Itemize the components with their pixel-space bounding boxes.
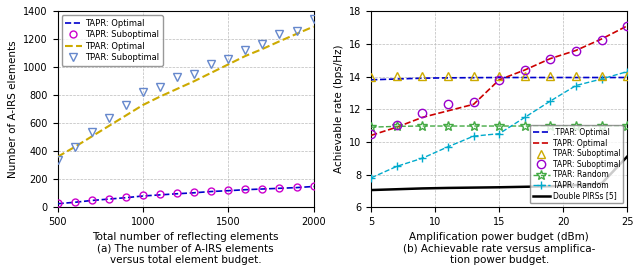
Text: (b) Achievable rate versus amplifica-
tion power budget.: (b) Achievable rate versus amplifica- ti… xyxy=(403,244,595,265)
Y-axis label: Achievable rate (bps/Hz): Achievable rate (bps/Hz) xyxy=(333,45,344,173)
Y-axis label: Number of A-IRS elements: Number of A-IRS elements xyxy=(8,40,18,178)
X-axis label: Amplification power budget (dBm): Amplification power budget (dBm) xyxy=(410,232,589,242)
Text: (a) The number of A-IRS elements
versus total element budget.: (a) The number of A-IRS elements versus … xyxy=(97,244,274,265)
X-axis label: Total number of reflecting elements: Total number of reflecting elements xyxy=(92,232,279,242)
Legend: .TPAR: Optimal, TAPR: Optimal, TPAR: Suboptimal, TAPR: Suboptimal, TPAR: Random,: .TPAR: Optimal, TAPR: Optimal, TPAR: Sub… xyxy=(530,125,623,203)
Legend: TAPR: Optimal, TAPR: Suboptimal, TPAR: Optimal, TPAR: Suboptimal: TAPR: Optimal, TAPR: Suboptimal, TPAR: O… xyxy=(62,15,163,66)
